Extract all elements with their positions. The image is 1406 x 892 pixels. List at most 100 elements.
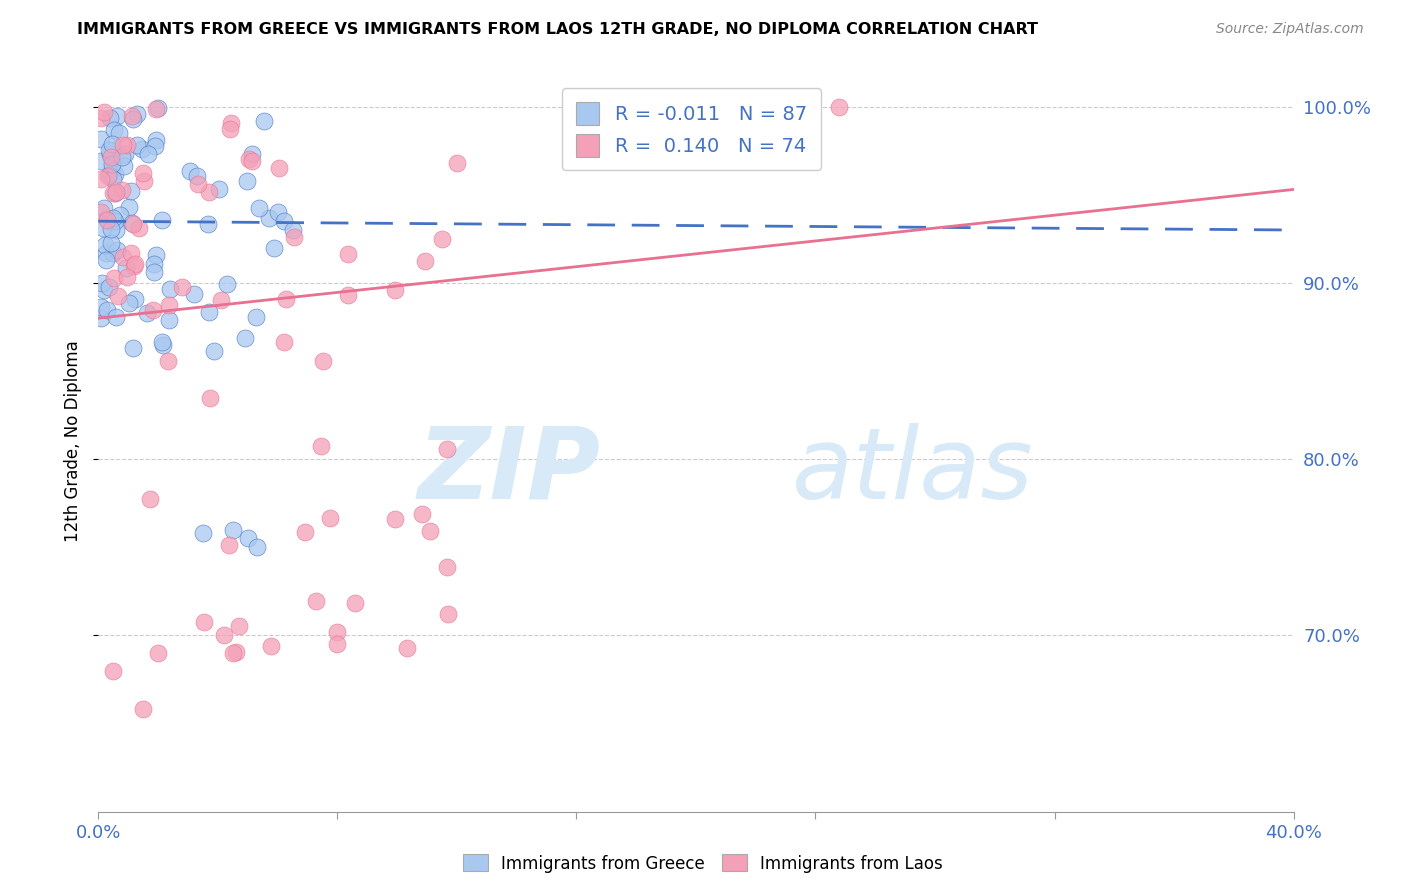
Point [90,300,112,314]
Point [411,507,433,521]
Point [122,341,145,355]
Point [97,169,120,183]
Point [93,284,115,298]
Point [104,167,127,181]
Point [228,619,250,633]
Point [152,213,174,227]
Point [90,154,112,169]
Point [187,177,209,191]
Point [122,217,145,231]
Point [225,645,247,659]
Point [246,541,269,555]
Point [312,354,335,368]
Point [132,166,155,180]
Point [215,277,238,291]
Point [131,142,153,156]
Point [146,102,169,116]
Point [157,298,180,312]
Point [209,293,232,307]
Y-axis label: 12th Grade, No Diploma: 12th Grade, No Diploma [65,341,83,542]
Point [311,439,333,453]
Point [90,310,112,325]
Point [98,112,121,126]
Point [157,313,180,327]
Point [191,526,214,541]
Point [101,245,124,260]
Point [198,305,221,319]
Point [179,164,201,178]
Text: Source: ZipAtlas.com: Source: ZipAtlas.com [1216,22,1364,37]
Point [120,184,142,198]
Point [212,628,235,642]
Point [90,131,112,145]
Point [436,442,458,457]
Point [98,169,121,183]
Point [436,607,458,621]
Point [267,161,290,175]
Point [319,510,342,524]
Point [124,292,146,306]
Point [139,492,162,507]
Point [104,186,127,200]
Point [118,296,141,310]
Point [101,161,124,175]
Point [152,337,174,351]
Point [121,109,143,123]
Point [197,185,219,199]
Text: ZIP: ZIP [418,423,600,520]
Point [122,259,145,273]
Point [93,201,115,215]
Point [103,186,125,200]
Point [103,664,125,678]
Point [143,139,166,153]
Text: IMMIGRANTS FROM GREECE VS IMMIGRANTS FROM LAOS 12TH GRADE, NO DIPLOMA CORRELATIO: IMMIGRANTS FROM GREECE VS IMMIGRANTS FRO… [77,22,1038,37]
Point [105,223,128,237]
Point [110,208,132,222]
Point [159,282,181,296]
Point [257,211,280,225]
Point [100,137,122,152]
Point [198,391,221,405]
Point [136,306,159,320]
Point [90,205,112,219]
Point [828,100,851,114]
Point [101,211,124,225]
Point [115,138,138,153]
Point [127,107,149,121]
Point [283,230,305,244]
Point [100,150,122,164]
Point [260,639,283,653]
Point [96,213,118,227]
Point [430,232,453,246]
Point [142,257,165,271]
Point [111,184,134,198]
Point [247,201,270,215]
Point [245,310,267,324]
Point [104,185,127,199]
Point [236,174,259,188]
Point [294,525,316,540]
Point [274,292,297,306]
Point [132,702,155,716]
Point [222,523,245,537]
Point [96,211,118,226]
Point [253,114,276,128]
Point [105,310,128,324]
Point [218,538,240,552]
Point [112,160,135,174]
Point [193,615,215,629]
Point [142,302,165,317]
Point [145,133,167,147]
Point [148,646,170,660]
Point [233,331,256,345]
Point [100,222,122,236]
Point [281,223,304,237]
Point [273,334,295,349]
Point [124,257,146,271]
Point [136,147,159,161]
Point [93,238,115,252]
Point [103,143,125,157]
Point [186,169,208,183]
Point [105,109,128,123]
Point [134,173,156,187]
